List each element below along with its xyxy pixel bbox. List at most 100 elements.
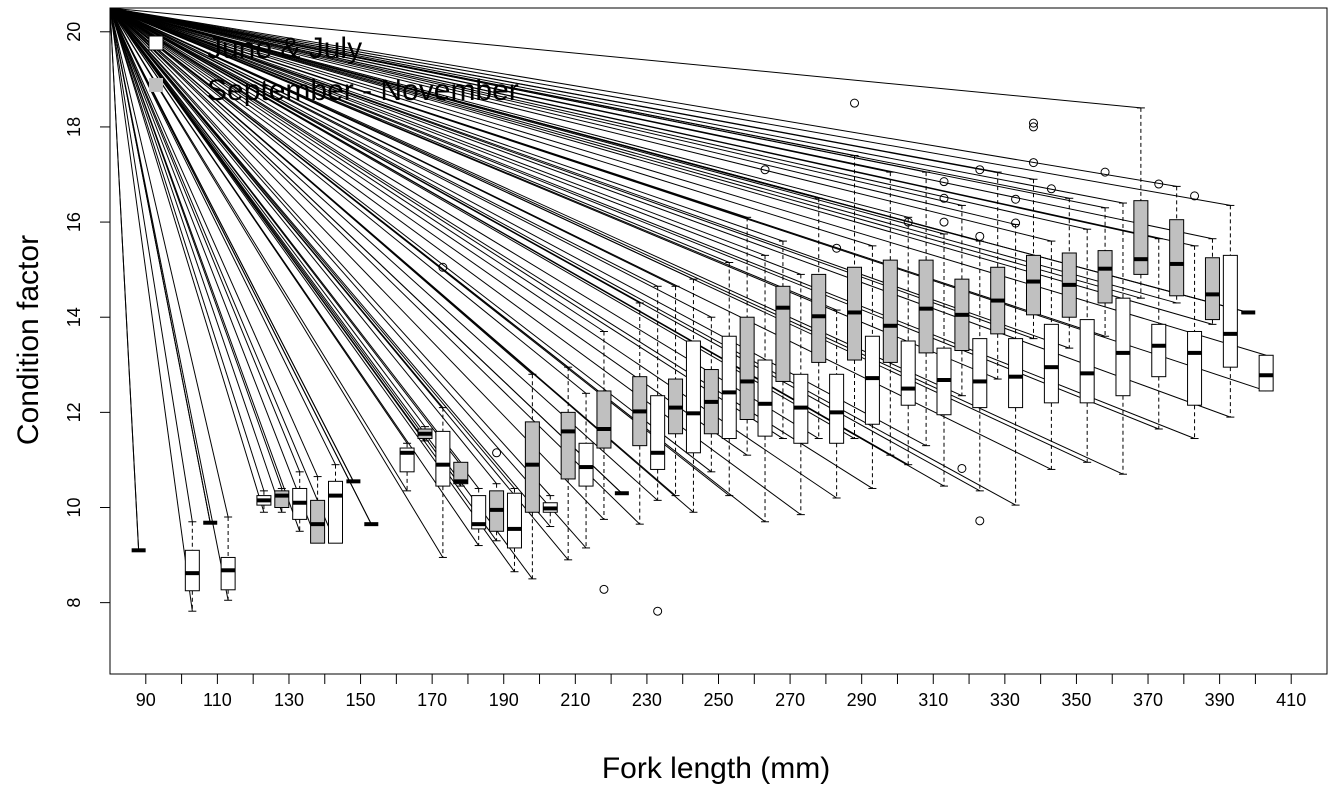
box-june-july	[1043, 184, 1059, 470]
box-june-july	[721, 262, 737, 497]
outlier-point	[1190, 191, 1200, 201]
fan-line	[109, 7, 301, 473]
box-sept-nov	[596, 330, 612, 594]
box-iqr	[775, 285, 791, 382]
box-iqr	[685, 340, 701, 454]
legend-swatch-june-july	[148, 35, 164, 51]
box-iqr	[864, 335, 880, 425]
fan-line	[109, 7, 1034, 180]
legend-label-sept-nov: September - November	[207, 74, 519, 107]
fan-line	[109, 7, 319, 477]
fan-line	[109, 7, 336, 465]
box-sept-nov	[847, 98, 863, 440]
fan-line	[109, 7, 283, 513]
outlier-point	[653, 606, 663, 616]
fan-line	[109, 7, 1052, 242]
box-sept-nov	[417, 426, 433, 442]
box-iqr	[220, 556, 236, 591]
box-iqr	[721, 335, 737, 440]
x-axis-label: Fork length (mm)	[602, 752, 830, 785]
x-tick-label: 190	[489, 690, 519, 710]
box-sept-nov	[1169, 185, 1185, 304]
box-june-july	[685, 278, 701, 513]
fan-line	[109, 7, 569, 368]
y-tick-label: 20	[64, 22, 84, 42]
fan-line	[109, 7, 587, 549]
box-iqr	[578, 442, 594, 487]
x-tick-label: 290	[847, 690, 877, 710]
fan-line	[109, 7, 1141, 109]
box-sept-nov	[1097, 167, 1113, 337]
x-tick-label: 310	[918, 690, 948, 710]
box-sept-nov	[918, 171, 934, 447]
box-iqr	[524, 421, 540, 513]
box-june-july	[864, 245, 880, 489]
x-tick-label: 90	[136, 690, 156, 710]
box-june-july	[1151, 179, 1167, 430]
outlier-point	[975, 231, 985, 241]
box-iqr	[435, 430, 451, 487]
fan-line	[109, 7, 909, 218]
box-june-july	[399, 442, 415, 492]
fan-line	[109, 7, 1124, 204]
box-sept-nov	[703, 316, 719, 473]
box-june-july	[1115, 202, 1131, 475]
box-june-july	[256, 490, 272, 513]
fan-line	[109, 7, 605, 520]
box-june-july	[1008, 194, 1024, 506]
fan-line	[109, 7, 140, 551]
fan-line	[109, 7, 623, 494]
box-sept-nov	[882, 171, 898, 456]
fan-line	[109, 7, 1231, 418]
box-june-july	[793, 273, 809, 516]
box-iqr	[471, 495, 487, 530]
fan-line	[109, 7, 1016, 506]
fan-line	[109, 7, 480, 546]
outlier-point	[832, 243, 842, 253]
box-iqr	[506, 492, 522, 549]
box-iqr	[757, 359, 773, 437]
y-tick-label: 18	[64, 117, 84, 137]
box-iqr	[650, 395, 666, 470]
outlier-point	[1028, 158, 1038, 168]
fan-line	[109, 7, 1124, 475]
box-sept-nov	[310, 476, 326, 544]
fan-line	[109, 7, 1249, 313]
fan-line	[109, 7, 712, 318]
x-tick-label: 270	[775, 690, 805, 710]
box-iqr	[900, 340, 916, 406]
box-june-july	[972, 165, 988, 526]
box-iqr	[1079, 319, 1095, 404]
fan-line	[109, 7, 766, 256]
box-iqr	[1204, 257, 1220, 321]
box-sept-nov	[1204, 238, 1220, 325]
box-june-july	[328, 464, 344, 544]
box-iqr	[184, 549, 200, 592]
outlier-point	[939, 193, 949, 203]
fan-line	[109, 7, 784, 242]
x-tick-label: 370	[1133, 690, 1163, 710]
outlier-point	[939, 177, 949, 187]
box-iqr	[1151, 323, 1167, 378]
fan-line	[109, 7, 641, 525]
fan-line	[109, 7, 1088, 230]
box-june-july	[1079, 228, 1095, 463]
box-iqr	[1115, 297, 1131, 397]
box-june-july	[578, 392, 594, 549]
fan-line	[109, 7, 426, 427]
fan-line	[109, 7, 193, 522]
box-sept-nov	[668, 285, 684, 497]
box-iqr	[918, 259, 934, 354]
fan-line	[109, 7, 211, 523]
fan-line	[109, 7, 1177, 187]
box-iqr	[328, 480, 344, 544]
boxes-layer	[131, 98, 1274, 616]
outlier-point	[850, 98, 860, 108]
outlier-point	[1154, 179, 1164, 189]
box-sept-nov	[739, 216, 755, 456]
box-iqr	[1008, 338, 1024, 409]
box-june-july	[220, 516, 236, 601]
legend-swatch-sept-nov	[149, 78, 163, 92]
